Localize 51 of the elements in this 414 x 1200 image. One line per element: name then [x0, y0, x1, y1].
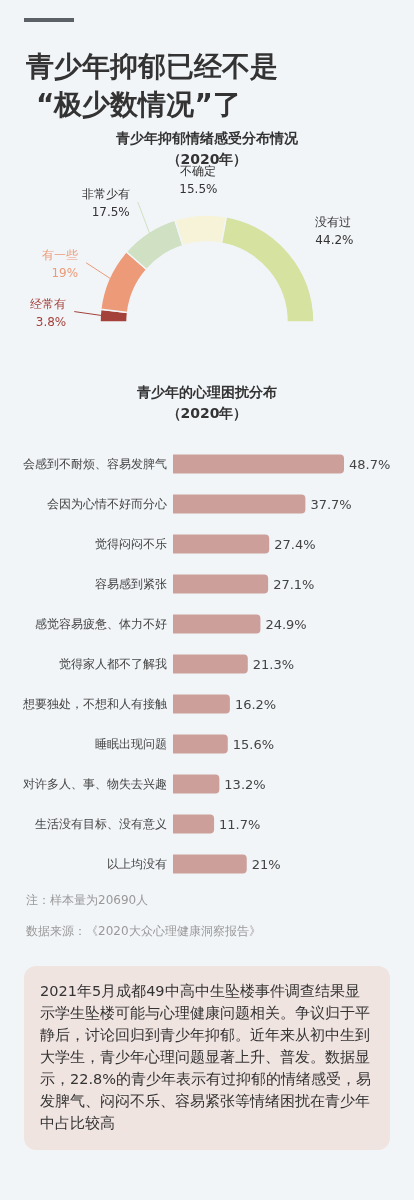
data-label: 15.5% — [179, 182, 218, 197]
bar — [173, 854, 247, 874]
bar — [173, 454, 344, 474]
data-label: 19% — [51, 265, 79, 280]
bar — [173, 734, 228, 754]
data-label: 24.9% — [265, 617, 307, 632]
y-tick-label: 感觉容易疲惫、体力不好 — [35, 617, 167, 631]
slice-label: 有一些 — [42, 247, 79, 262]
data-label: 3.8% — [35, 314, 67, 329]
data-label: 15.6% — [232, 737, 275, 752]
bar — [173, 654, 248, 674]
data-label: 48.7% — [349, 457, 391, 472]
data-label: 37.7% — [310, 497, 352, 512]
bar — [173, 694, 230, 714]
y-tick-label: 会感到不耐烦、容易发脾气 — [23, 457, 167, 471]
source-note: 数据来源：《2020大众心理健康洞察报告》 — [26, 924, 261, 938]
y-tick-label: 睡眠出现问题 — [95, 737, 167, 751]
bar — [173, 494, 306, 514]
bar — [173, 774, 220, 794]
bar — [173, 814, 215, 834]
data-label: 16.2% — [234, 697, 277, 712]
bar — [173, 574, 269, 594]
y-tick-label: 以上均没有 — [107, 857, 167, 871]
y-tick-label: 想要独处，不想和人有接触 — [22, 697, 167, 711]
chart-subtitle: （2020年） — [166, 405, 248, 421]
text: 注：样本量为20690人 — [26, 893, 149, 907]
slice-label: 非常少有 — [81, 187, 130, 202]
y-tick-label: 对许多人、事、物失去兴趣 — [23, 777, 167, 791]
data-label: 44.2% — [315, 232, 354, 247]
slice-label: 不确定 — [180, 164, 217, 179]
data-label: 27.4% — [274, 537, 316, 552]
y-tick-label: 会因为心情不好而分心 — [47, 497, 167, 511]
chart-subtitle: （2020年） — [166, 151, 248, 167]
text: 2021年5月成都49中高中生坠楼事件调查结果显示学生坠楼可能与心理健康问题相关。争议归于平静后，讨论回归到青少年抑郁。近年来从初中生到大学生，青少年心理问题显著上升、普发。数据显示，22.8%的青少年表示有过抑郁的情绪感受，易发脾气、闷闷不乐、容易紧张等情绪困扰在青少年中占比较高 — [40, 983, 372, 1131]
data-label: 21% — [251, 857, 281, 872]
bar — [173, 534, 270, 554]
data-label: 21.3% — [252, 657, 295, 672]
chart-title: 青少年抑郁情绪感受分布情况 — [115, 130, 299, 146]
y-tick-label: 觉得闷闷不乐 — [95, 537, 167, 551]
data-label: 27.1% — [273, 577, 315, 592]
y-tick-label: 觉得家人都不了解我 — [59, 657, 167, 671]
data-label: 13.2% — [224, 777, 266, 792]
slice-label: 没有过 — [315, 214, 352, 229]
chart-title: 青少年的心理困扰分布 — [136, 384, 277, 400]
y-tick-label: 生活没有目标、没有意义 — [35, 817, 167, 831]
text: 青少年抑郁已经不是“极少数情况”了 — [25, 50, 278, 121]
data-label: 17.5% — [91, 205, 130, 220]
slice-label: 经常有 — [30, 296, 67, 311]
data-label: 11.7% — [219, 817, 261, 832]
bar — [173, 614, 261, 634]
y-tick-label: 容易感到紧张 — [95, 577, 167, 591]
